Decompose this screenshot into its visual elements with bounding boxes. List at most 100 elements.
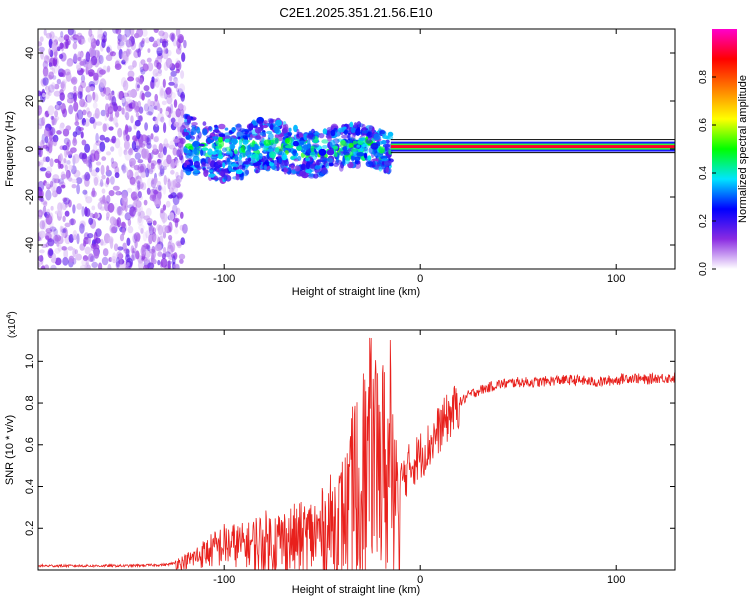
spectrogram-cell [53, 178, 61, 184]
spectrogram-cell [76, 64, 82, 71]
spectrogram-cell [60, 184, 66, 189]
spectrogram-cell [119, 233, 125, 242]
spectrogram-cell [43, 127, 51, 138]
colorbar-tick-label: 0.6 [698, 118, 709, 132]
spectrogram-cell [140, 246, 146, 257]
spectrogram-cell [159, 165, 165, 175]
spectrogram-cell [386, 135, 394, 140]
spectrogram-cell [73, 101, 79, 112]
spectrogram-cell [56, 78, 62, 85]
spectrogram-cell [141, 38, 145, 44]
spectrogram-cell [87, 36, 94, 43]
spectrogram-cell [164, 251, 171, 258]
snr-panel: -100 0 100 0.2 0.4 0.6 0.8 1.0 Height of straig… [4, 311, 676, 596]
spectrogram-cell [142, 139, 148, 146]
spectrogram-cell [131, 247, 137, 254]
spectrogram-axes: -100 0 100 -40 -20 0 20 40 [24, 29, 675, 285]
spectrogram-cell [278, 151, 285, 156]
spectrogram-cell [50, 115, 54, 120]
spectrogram-cell [156, 189, 162, 201]
spectrogram-cell [101, 39, 106, 49]
spectrogram-cell [127, 187, 133, 193]
snr-series-group [38, 337, 675, 570]
spectrogram-cell [160, 116, 165, 123]
spectrogram-cell [222, 162, 226, 169]
spectrogram-cell [88, 253, 94, 262]
spectrogram-cell [121, 221, 126, 228]
spectrogram-cell [107, 202, 115, 213]
spectrogram-cell [200, 149, 204, 157]
spectrogram-cell [167, 260, 171, 269]
spectrogram-cell [100, 86, 107, 97]
snr-ytick-label: 0.4 [24, 479, 36, 494]
spectrogram-cell [54, 116, 60, 121]
spectrogram-cell [175, 171, 179, 179]
spectrogram-cell [63, 158, 67, 164]
spectrogram-cell [67, 246, 74, 251]
spectrogram-cell [327, 135, 332, 142]
spectrogram-cell [165, 87, 172, 95]
spectrogram-cell [213, 124, 218, 128]
spectrogram-cell [85, 256, 89, 267]
spectrogram-cell [362, 143, 367, 148]
spectrogram-cell [128, 127, 132, 132]
spectrogram-cell [151, 247, 157, 259]
spectrogram-cell [239, 174, 244, 181]
spectrogram-cell [87, 159, 93, 169]
spectrogram-cell [176, 193, 183, 200]
spectrogram-cell [86, 111, 92, 118]
spectrogram-cell [38, 180, 45, 192]
snr-ytick-label: 0.6 [24, 437, 36, 452]
spectrogram-cell [143, 85, 150, 92]
spectrogram-cell [213, 129, 220, 133]
spectrogram-cell [58, 36, 65, 43]
spectrogram-cell [80, 80, 87, 89]
spectrogram-cell [68, 150, 73, 155]
spectrogram-cell [66, 149, 70, 156]
spectrogram-cell [158, 30, 165, 37]
spectrogram-cell [178, 83, 186, 94]
spectrogram-cell [74, 249, 79, 255]
spectrogram-cell [158, 185, 162, 191]
spectrogram-cell [168, 144, 176, 150]
spectrogram-cell [165, 111, 169, 116]
spectrogram-cell [305, 157, 311, 162]
spectrogram-cell [87, 233, 94, 239]
spectrogram-cell [135, 77, 140, 82]
spectrogram-cell [46, 225, 53, 231]
spectrogram-cell [40, 200, 48, 205]
spectrogram-cell [271, 137, 280, 145]
spectrogram-cell [140, 40, 145, 48]
spectrogram-cell [305, 161, 311, 170]
spectrogram-cell [49, 158, 54, 168]
spectrogram-cell [79, 98, 86, 108]
spectrogram-cell [131, 250, 137, 261]
spectrogram-cell [54, 104, 62, 110]
spectrogram-cell [370, 142, 379, 150]
spectrogram-cell [378, 166, 383, 172]
spectrogram-cell [237, 136, 241, 140]
spectrogram-cell [169, 32, 176, 41]
spectrogram-cell [111, 96, 117, 106]
spectrogram-cell [38, 105, 43, 116]
spectrogram-cell [72, 153, 80, 164]
spectrogram-cell [67, 92, 75, 100]
spectrogram-cell [60, 31, 64, 38]
spectrogram-cell [47, 89, 52, 97]
spectrogram-cell [357, 140, 364, 144]
spectrogram-cell [92, 102, 98, 109]
spectrogram-cell [175, 47, 182, 55]
spectrogram-cell [89, 86, 95, 92]
spectrogram-cell [210, 155, 218, 160]
spectrogram-cell [112, 185, 120, 191]
spectrogram-cell [105, 151, 112, 156]
spectrogram-cell [127, 76, 135, 82]
colorbar-gradient [712, 29, 737, 269]
spectrogram-cell [45, 156, 50, 163]
spectrogram-cell [93, 150, 100, 161]
spectrogram-cell [292, 140, 299, 147]
spectrogram-cell [139, 61, 143, 70]
spectrogram-cell [274, 134, 279, 139]
spectrogram-cell [122, 163, 127, 174]
spectrogram-cell [149, 188, 157, 199]
